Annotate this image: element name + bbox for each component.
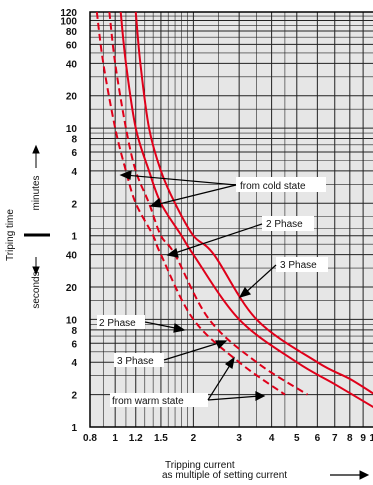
grid (89, 11, 373, 428)
y-tick-label-seconds: 10 (66, 315, 78, 326)
y-unit-minutes: minutes (31, 175, 42, 210)
x-tick-label: 1.2 (129, 433, 143, 444)
x-tick-label: 7 (332, 433, 338, 444)
x-axis-arrow (330, 470, 370, 480)
curve-cold-2phase (119, 11, 373, 409)
label-bg-3phase-warm (114, 353, 164, 367)
label-bg-2phase-warm (97, 315, 145, 329)
y-tick-label-minutes: 100 (60, 17, 77, 28)
y-tick-label-minutes: 1 (71, 232, 77, 243)
label-bg-warm (110, 393, 208, 407)
y-tick-label-minutes: 80 (66, 27, 78, 38)
y-tick-label-seconds: 4 (71, 358, 77, 369)
y-tick-label-seconds: 6 (71, 339, 77, 350)
x-axis-title: Tripping current (165, 460, 235, 471)
x-tick-label: 1 (112, 433, 118, 444)
x-tick-label: 4 (269, 433, 275, 444)
label-bg-3phase-cold (276, 257, 328, 272)
annotation-2phase-warm: 2 Phase (99, 318, 136, 329)
plot-frame (89, 11, 373, 428)
y-tick-label-minutes: 120 (60, 8, 77, 19)
annotation-2phase-cold: 2 Phase (266, 219, 303, 230)
curve-cold-3phase (134, 11, 373, 395)
annotation-cold-state: from cold state (240, 181, 306, 192)
y-tick-label-seconds: 40 (66, 251, 78, 262)
y-axis-title: Triping time (5, 209, 16, 261)
annotation-arrows (119, 170, 277, 401)
y-tick-label-minutes: 20 (66, 92, 78, 103)
y-tick-label-seconds: 2 (71, 391, 77, 402)
x-tick-label: 3 (236, 433, 242, 444)
x-tick-label: 8 (347, 433, 353, 444)
x-tick-label: 10 (369, 433, 373, 444)
curve-warm-2phase (95, 11, 286, 396)
y-tick-label-minutes: 2 (71, 199, 77, 210)
y-tick-label-minutes: 8 (71, 135, 77, 146)
label-bg-2phase-cold (262, 216, 314, 231)
x-tick-label: 0.8 (83, 433, 97, 444)
x-axis-subtitle: as multiple of setting current (162, 470, 287, 481)
y-tick-label-minutes: 4 (71, 167, 77, 178)
curves (95, 11, 373, 409)
annotation-3phase-warm: 3 Phase (117, 356, 154, 367)
y-tick-label-minutes: 60 (66, 40, 78, 51)
y-tick-label-seconds: 1 (71, 423, 77, 434)
annotation-3phase-cold: 3 Phase (280, 260, 317, 271)
tick-labels: 0.811.21.5234567891012468102040124681020… (60, 8, 373, 444)
y-unit-seconds: seconds (31, 271, 42, 308)
annotation-warm-state: from warm state (112, 396, 184, 407)
y-tick-label-minutes: 6 (71, 148, 77, 159)
y-tick-label-seconds: 20 (66, 283, 78, 294)
x-tick-label: 9 (360, 433, 366, 444)
y-unit-divider (24, 144, 50, 276)
x-tick-label: 5 (294, 433, 300, 444)
label-bg-cold (236, 177, 326, 192)
y-tick-label-minutes: 10 (66, 124, 78, 135)
x-tick-label: 2 (191, 433, 197, 444)
x-tick-label: 6 (315, 433, 321, 444)
x-tick-label: 1.5 (154, 433, 168, 444)
y-tick-label-minutes: 40 (66, 59, 78, 70)
y-tick-label-seconds: 8 (71, 326, 77, 337)
